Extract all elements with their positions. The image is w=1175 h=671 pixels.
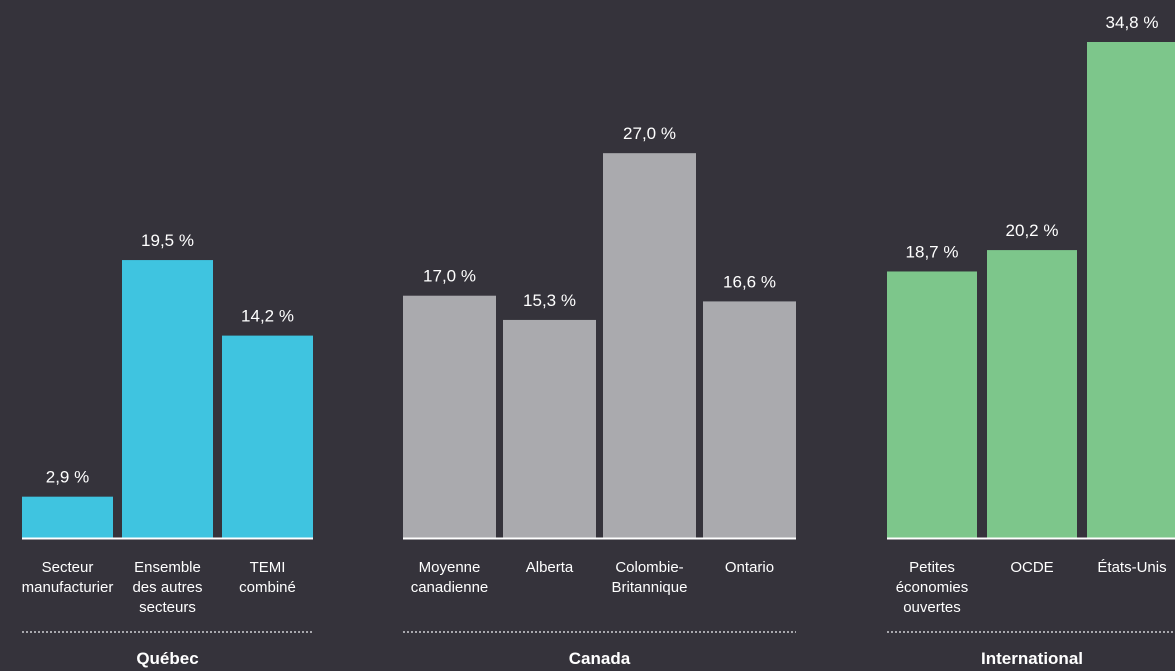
bar [22, 496, 113, 538]
category-label-line: Secteur [42, 559, 94, 576]
group-label: Québec [136, 649, 198, 668]
group-international: 18,7 % Petites économies ouvertes 20,2 % OCDE… [887, 13, 1175, 668]
category-label: Petites économies ouvertes [896, 559, 969, 616]
category-label-line: Ensemble [134, 559, 201, 576]
category-label-line: Britannique [612, 579, 688, 596]
group-label: Canada [569, 649, 631, 668]
data-label: 2,9 % [46, 468, 89, 487]
bar [703, 301, 796, 538]
data-label: 17,0 % [423, 267, 476, 286]
data-label: 15,3 % [523, 291, 576, 310]
category-label-line: économies [896, 579, 969, 596]
data-label: 18,7 % [906, 242, 959, 261]
bar [503, 319, 596, 538]
group-label: International [981, 649, 1083, 668]
group-canada: 17,0 % Moyenne canadienne 15,3 % Alberta 27,0… [403, 124, 796, 668]
category-label-line: Alberta [526, 559, 574, 576]
category-label-line: Ontario [725, 559, 774, 576]
bar [122, 260, 213, 538]
data-label: 16,6 % [723, 272, 776, 291]
category-label-line: des autres [132, 579, 202, 596]
category-label-line: combiné [239, 579, 296, 596]
category-label: Ensemble des autres secteurs [132, 559, 202, 616]
data-label: 27,0 % [623, 124, 676, 143]
category-label-line: manufacturier [22, 579, 114, 596]
category-label-line: États-Unis [1097, 559, 1166, 576]
bar [1087, 42, 1175, 538]
category-label: OCDE [1010, 559, 1053, 576]
category-label: TEMI combiné [239, 559, 296, 596]
bar [403, 295, 496, 538]
category-label-line: secteurs [139, 599, 196, 616]
group-qu-bec: 2,9 % Secteur manufacturier 19,5 % Ensemble d… [22, 231, 313, 668]
category-label-line: Colombie- [615, 559, 683, 576]
bar [222, 335, 313, 538]
category-label: Ontario [725, 559, 774, 576]
data-label: 34,8 % [1106, 13, 1159, 32]
category-label-line: ouvertes [903, 599, 961, 616]
category-label: Colombie- Britannique [612, 559, 688, 596]
bar [887, 271, 977, 538]
category-label-line: TEMI [250, 559, 286, 576]
bar [603, 153, 696, 538]
category-label: Alberta [526, 559, 574, 576]
category-label: Secteur manufacturier [22, 559, 114, 596]
category-label-line: Moyenne [419, 559, 481, 576]
data-label: 19,5 % [141, 231, 194, 250]
category-label: Moyenne canadienne [411, 559, 489, 596]
data-label: 14,2 % [241, 307, 294, 326]
category-label-line: canadienne [411, 579, 489, 596]
category-label-line: OCDE [1010, 559, 1053, 576]
data-label: 20,2 % [1006, 221, 1059, 240]
category-label-line: Petites [909, 559, 955, 576]
bar [987, 250, 1077, 538]
category-label: États-Unis [1097, 559, 1166, 576]
